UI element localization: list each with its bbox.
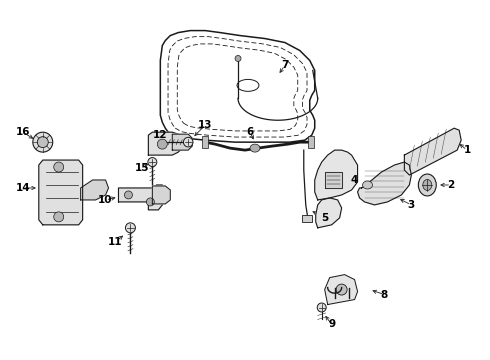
Text: 9: 9: [328, 319, 335, 329]
Polygon shape: [325, 172, 342, 188]
Circle shape: [147, 198, 154, 206]
Text: 4: 4: [351, 175, 358, 185]
Circle shape: [124, 191, 132, 199]
Text: 2: 2: [447, 180, 455, 190]
Circle shape: [33, 132, 53, 152]
Ellipse shape: [250, 144, 260, 152]
Text: 5: 5: [321, 213, 328, 223]
Bar: [202, 136, 208, 148]
Text: 12: 12: [153, 130, 168, 140]
Polygon shape: [316, 198, 342, 228]
Polygon shape: [148, 132, 182, 155]
Circle shape: [54, 162, 64, 172]
Text: 13: 13: [198, 120, 212, 130]
Polygon shape: [358, 162, 412, 205]
Circle shape: [235, 55, 241, 62]
Text: 7: 7: [281, 60, 289, 71]
Text: 6: 6: [246, 127, 254, 137]
Bar: [308, 136, 314, 148]
Circle shape: [148, 158, 157, 167]
Polygon shape: [152, 186, 171, 204]
Circle shape: [183, 138, 193, 147]
Text: 14: 14: [16, 183, 30, 193]
Circle shape: [157, 139, 167, 149]
Circle shape: [317, 303, 326, 312]
Bar: [302, 215, 312, 222]
Circle shape: [336, 284, 347, 295]
Polygon shape: [172, 134, 192, 150]
Circle shape: [125, 223, 135, 233]
Polygon shape: [81, 180, 108, 200]
Ellipse shape: [363, 181, 372, 189]
Text: 16: 16: [16, 127, 30, 137]
Ellipse shape: [418, 174, 436, 196]
Text: 15: 15: [135, 163, 149, 173]
Text: 8: 8: [381, 289, 388, 300]
Text: 1: 1: [464, 145, 471, 155]
Circle shape: [54, 212, 64, 222]
Text: 3: 3: [408, 200, 415, 210]
Polygon shape: [315, 150, 358, 200]
Text: 10: 10: [98, 195, 113, 205]
Polygon shape: [404, 128, 461, 175]
Polygon shape: [39, 160, 83, 225]
Polygon shape: [119, 185, 162, 210]
Circle shape: [37, 137, 48, 148]
Text: 11: 11: [108, 237, 123, 247]
Polygon shape: [325, 275, 358, 305]
Ellipse shape: [423, 180, 432, 190]
